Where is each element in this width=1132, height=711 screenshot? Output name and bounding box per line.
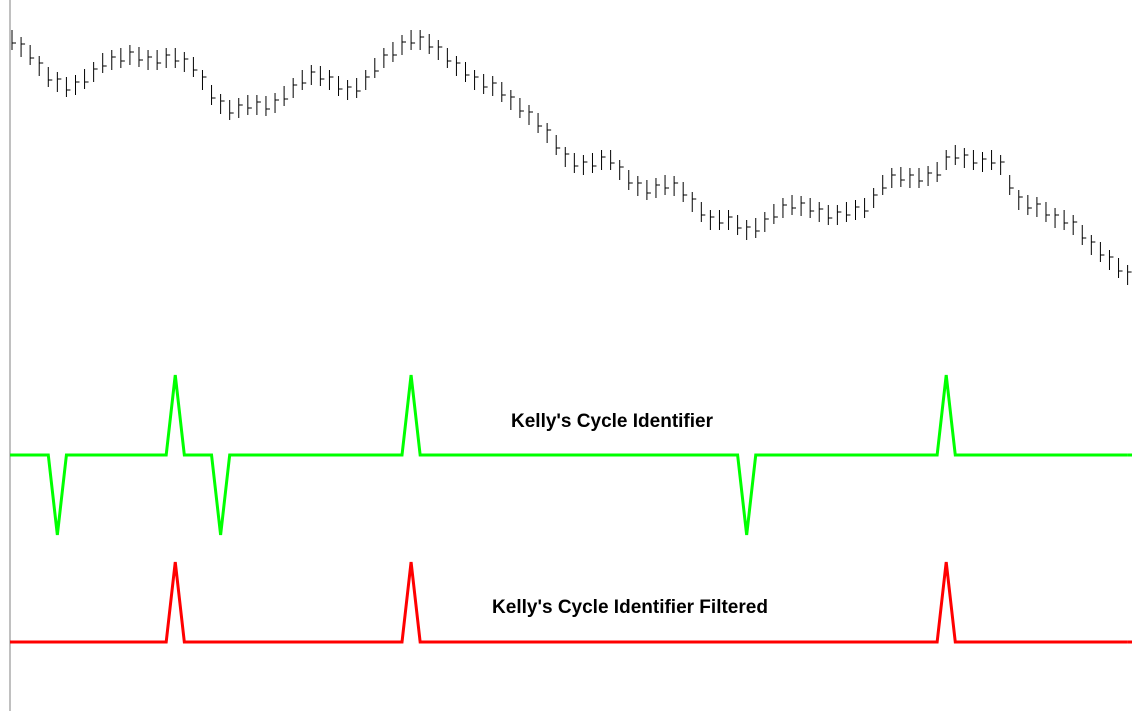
indicator-line: [12, 374, 1128, 536]
indicator-label: Kelly's Cycle Identifier Filtered: [492, 597, 768, 618]
indicator-line: [12, 561, 1128, 644]
indicator-label: Kelly's Cycle Identifier: [511, 411, 714, 432]
